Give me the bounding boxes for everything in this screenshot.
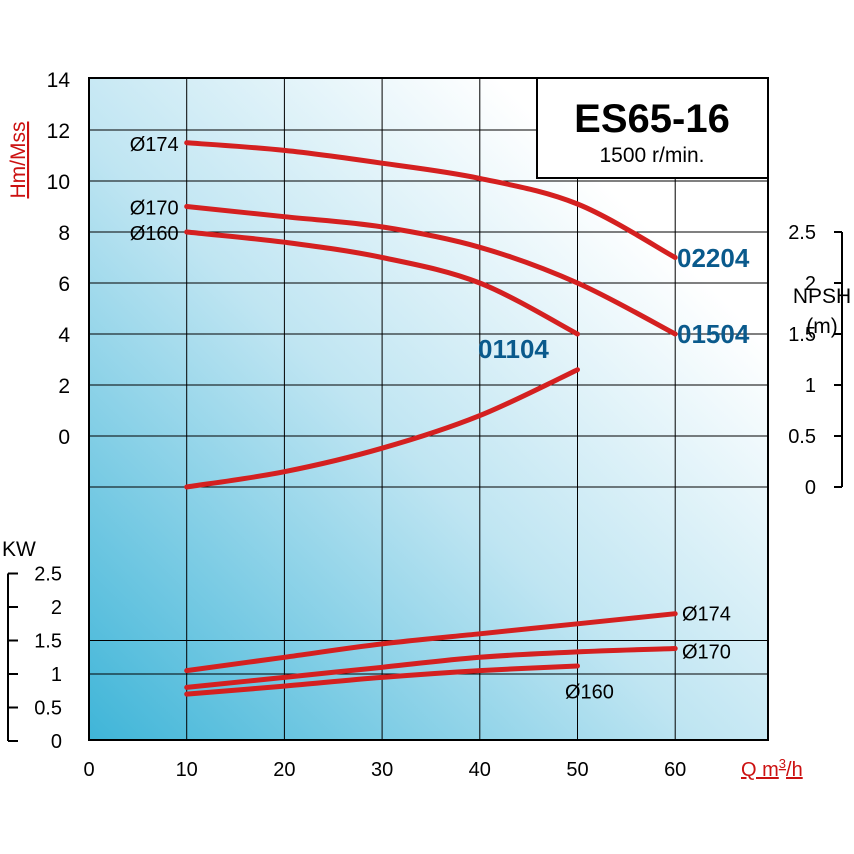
head-axis-label: Hm/Mss [7,122,30,199]
power-tick-label: 1 [51,664,62,686]
npsh-unit-label: (m) [806,315,837,338]
npsh-tick-label: 1 [805,375,816,397]
power-curve-line [184,646,678,690]
head-curve-line [184,204,678,337]
head-curve-line [184,229,580,337]
x-tick-label: 50 [566,759,588,781]
model-label-01504: 01504 [677,319,750,349]
x-tick-label: 30 [371,759,393,781]
axes: 0 10 20 30 40 50 60 Q m3/h14121086420Hm/MssNPSH… [2,69,851,781]
power-axis-label: KW [2,538,36,561]
x-tick-label: 60 [664,759,686,781]
npsh-tick-label: 0 [805,477,816,499]
power-tick-label: 0.5 [34,698,62,720]
curves [184,140,678,697]
head-series-label: Ø160 [130,223,179,245]
power-curve-line [184,663,580,697]
npsh-tick-label: 0.5 [788,426,816,448]
npsh-axis-label: NPSH [793,285,851,308]
title-box: ES65-16 1500 r/min. [536,77,769,179]
x-tick-label: 40 [469,759,491,781]
npsh-curve-line [184,367,580,490]
npsh-tick-label: 2 [805,273,816,295]
power-tick-label: 2.5 [34,564,62,586]
head-curve-line [184,140,678,260]
x-tick-label: 20 [273,759,295,781]
head-tick-label: 0 [58,426,70,449]
npsh-tick-label: 1.5 [788,324,816,346]
head-tick-label: 6 [58,273,70,296]
npsh-tick-label: 2.5 [788,222,816,244]
speed-label: 1500 r/min. [599,144,704,167]
model-title: ES65-16 [574,97,730,141]
x-axis-label: Q m3/h [741,756,803,781]
power-tick-label: 1.5 [34,631,62,653]
power-tick-label: 2 [51,597,62,619]
power-tick-label: 0 [51,731,62,753]
power-series-label: Ø170 [682,642,731,664]
x-tick-label: 10 [176,759,198,781]
head-tick-label: 2 [58,375,70,398]
power-series-label: Ø160 [565,682,614,704]
plot-area [88,77,769,741]
power-series-label: Ø174 [682,604,731,626]
curve-labels: Ø174 Ø170 Ø160 02204 01504 01104 Ø174 Ø170 Ø160 [130,134,750,704]
head-series-label: Ø170 [130,198,179,220]
head-series-label: Ø174 [130,134,179,156]
head-tick-label: 8 [58,222,70,245]
head-tick-label: 10 [47,171,70,194]
model-label-01104: 01104 [478,334,549,364]
power-curve-line [184,611,678,674]
head-tick-label: 12 [47,120,70,143]
head-tick-label: 4 [58,324,70,347]
head-tick-label: 14 [47,69,71,92]
model-label-02204: 02204 [677,243,750,273]
x-tick-label: 0 [83,759,94,781]
